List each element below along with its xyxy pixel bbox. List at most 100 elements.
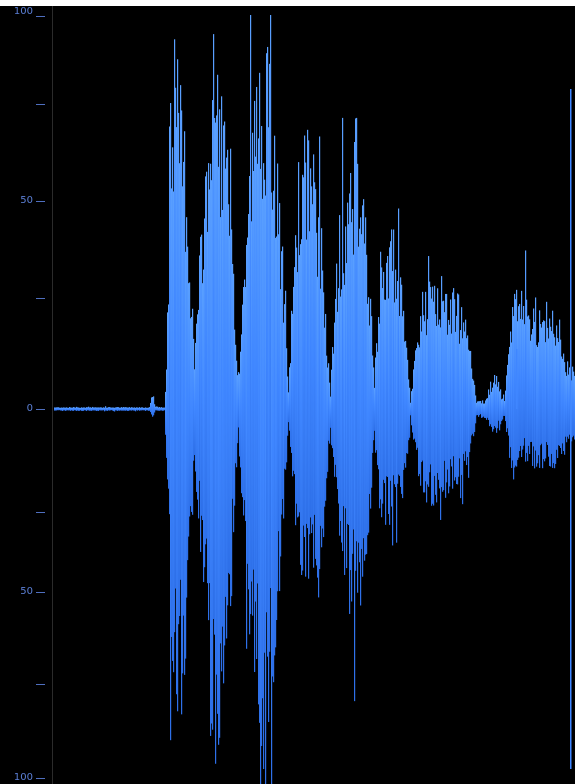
waveform-sample bbox=[450, 299, 452, 460]
waveform-sample bbox=[447, 334, 449, 470]
waveform-bars bbox=[54, 15, 575, 784]
waveform-sample bbox=[555, 345, 557, 464]
waveform-sample bbox=[231, 229, 233, 597]
waveform-sample bbox=[334, 322, 336, 477]
waveform-sample bbox=[468, 349, 470, 478]
waveform-sample bbox=[123, 407, 125, 411]
waveform-sample bbox=[207, 231, 209, 584]
waveform-sample bbox=[225, 168, 227, 597]
waveform-sample bbox=[368, 297, 370, 533]
ruler-label-zero: 0 bbox=[26, 403, 33, 414]
waveform-sample bbox=[310, 168, 312, 518]
waveform-sample bbox=[115, 407, 117, 411]
waveform-sample bbox=[105, 406, 107, 411]
waveform-sample bbox=[402, 316, 404, 499]
ruler-tick bbox=[36, 104, 45, 105]
waveform-sample bbox=[476, 402, 478, 416]
waveform-sample bbox=[177, 59, 179, 712]
waveform-sample bbox=[269, 63, 271, 652]
waveform-sample bbox=[184, 131, 186, 675]
waveform-sample bbox=[387, 256, 389, 477]
waveform-display[interactable] bbox=[54, 0, 575, 784]
waveform-sample bbox=[394, 302, 396, 485]
waveform-sample bbox=[110, 407, 112, 411]
waveform-sample bbox=[161, 407, 163, 411]
waveform-sample bbox=[395, 269, 397, 488]
waveform-sample bbox=[95, 407, 97, 411]
waveform-sample bbox=[118, 407, 120, 411]
waveform-sample bbox=[521, 290, 523, 458]
waveform-sample bbox=[528, 315, 530, 446]
waveform-sample bbox=[523, 306, 525, 446]
waveform-sample bbox=[384, 299, 386, 484]
waveform-sample bbox=[189, 282, 191, 517]
waveform-sample bbox=[531, 334, 533, 442]
waveform-sample bbox=[500, 389, 502, 425]
waveform-sample bbox=[335, 298, 337, 465]
waveform-sample bbox=[454, 299, 456, 481]
waveform-sample bbox=[78, 407, 80, 411]
waveform-sample bbox=[439, 319, 441, 489]
waveform-sample bbox=[102, 407, 104, 411]
waveform-sample bbox=[209, 189, 211, 584]
waveform-sample bbox=[228, 204, 230, 573]
waveform-sample bbox=[134, 407, 136, 411]
waveform-sample bbox=[191, 316, 193, 512]
waveform-sample bbox=[309, 231, 311, 535]
waveform-sample bbox=[526, 299, 528, 453]
waveform-sample bbox=[369, 325, 371, 494]
waveform-sample bbox=[342, 117, 344, 552]
waveform-sample bbox=[192, 308, 194, 515]
waveform-sample bbox=[218, 166, 220, 745]
waveform-sample bbox=[281, 251, 283, 515]
waveform-sample bbox=[416, 348, 418, 450]
waveform-sample bbox=[348, 224, 350, 525]
waveform-sample bbox=[216, 115, 218, 675]
waveform-sample bbox=[244, 279, 246, 501]
waveform-sample bbox=[67, 407, 69, 411]
waveform-sample bbox=[159, 407, 161, 411]
waveform-sample bbox=[226, 157, 228, 639]
waveform-sample bbox=[176, 127, 178, 695]
waveform-sample bbox=[482, 400, 484, 418]
waveform-sample bbox=[351, 222, 353, 602]
waveform-sample bbox=[111, 407, 113, 411]
waveform-sample bbox=[337, 311, 339, 490]
waveform-sample bbox=[147, 407, 149, 411]
waveform-sample bbox=[541, 327, 543, 444]
waveform-sample bbox=[356, 117, 358, 542]
waveform-sample bbox=[512, 307, 514, 461]
waveform-sample bbox=[525, 250, 527, 462]
waveform-sample bbox=[283, 322, 285, 519]
waveform-sample bbox=[378, 317, 380, 470]
waveform-sample bbox=[273, 190, 275, 683]
waveform-sample bbox=[284, 304, 286, 469]
waveform-sample bbox=[92, 406, 94, 411]
waveform-spike bbox=[516, 349, 518, 409]
waveform-sample bbox=[253, 170, 255, 570]
waveform-sample bbox=[386, 262, 388, 477]
waveform-sample bbox=[435, 314, 437, 495]
waveform-sample bbox=[431, 298, 433, 506]
waveform-sample bbox=[514, 293, 516, 468]
waveform-sample bbox=[549, 318, 551, 466]
waveform-sample bbox=[270, 15, 272, 589]
waveform-sample bbox=[506, 375, 508, 432]
waveform-sample bbox=[172, 147, 174, 661]
top-strip bbox=[0, 0, 575, 6]
waveform-sample bbox=[245, 287, 247, 522]
waveform-sample bbox=[432, 286, 434, 504]
waveform-sample bbox=[295, 235, 297, 526]
waveform-sample bbox=[474, 384, 476, 433]
waveform-sample bbox=[158, 407, 160, 411]
waveform-sample bbox=[424, 321, 426, 493]
waveform-sample bbox=[60, 407, 62, 411]
waveform-sample bbox=[349, 193, 351, 614]
waveform-sample bbox=[563, 353, 565, 451]
waveform-sample bbox=[275, 237, 277, 648]
waveform-sample bbox=[156, 406, 158, 411]
waveform-sample bbox=[413, 369, 415, 440]
waveform-sample bbox=[169, 126, 171, 515]
waveform-sample bbox=[190, 318, 192, 507]
waveform-sample bbox=[322, 270, 324, 529]
